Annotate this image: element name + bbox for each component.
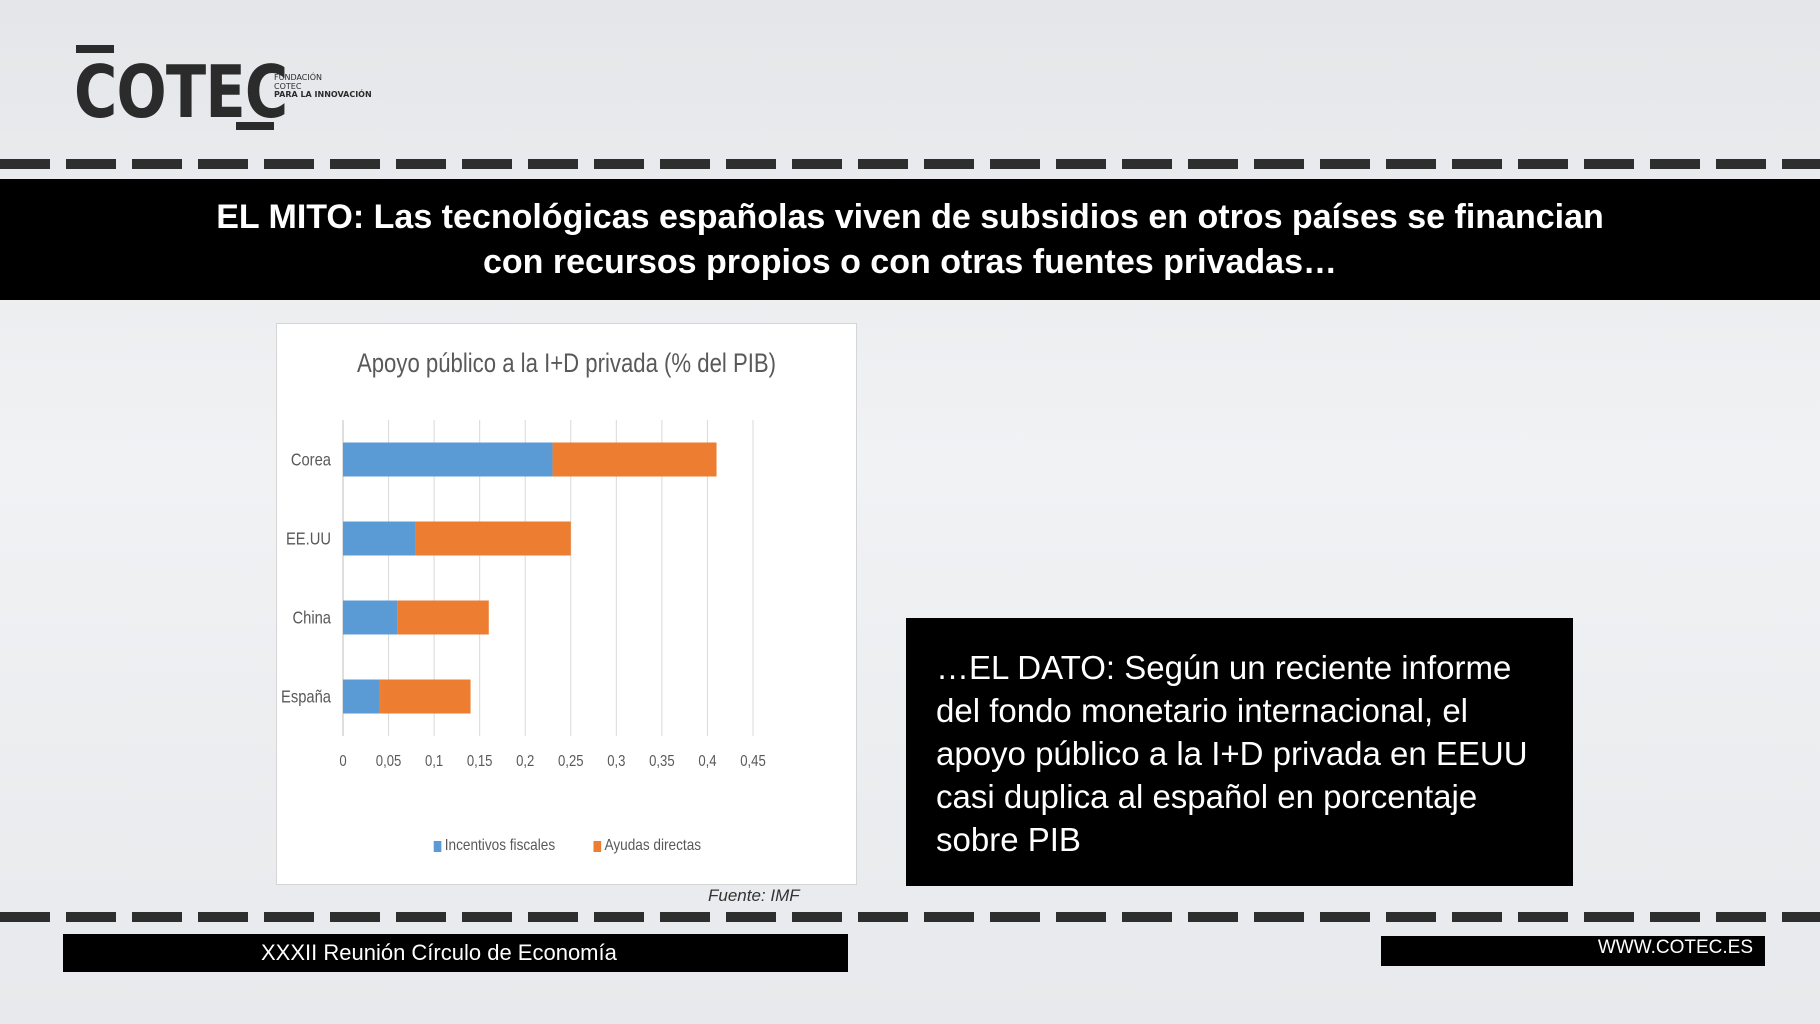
- y-category-label: China: [292, 608, 331, 628]
- legend-swatch-incentivos: [433, 840, 442, 852]
- x-tick-label: 0: [339, 753, 346, 770]
- x-tick-label: 0,1: [425, 753, 443, 770]
- slide-title-line-1: EL MITO: Las tecnológicas españolas vive…: [216, 197, 1604, 236]
- bar-segment: [552, 442, 717, 477]
- y-category-label: España: [281, 687, 332, 707]
- logo-sub-line-2: COTEC: [274, 81, 302, 91]
- bar-segment: [343, 679, 380, 714]
- axis-labels: 0 0,05 0,1 0,15 0,2 0,25 0,3 0,35 0,4 0,45 Corea EE…: [281, 450, 766, 770]
- y-category-label: Corea: [291, 450, 332, 470]
- logo-word: COTEC: [74, 50, 288, 134]
- legend-swatch-ayudas: [593, 840, 601, 852]
- logo-sub-line-3: PARA LA INNOVACIÓN: [274, 90, 372, 99]
- x-tick-label: 0,35: [649, 753, 675, 770]
- bar-chart: 0 0,05 0,1 0,15 0,2 0,25 0,3 0,35 0,4 0,45 Corea EE…: [281, 420, 766, 770]
- fact-text: …EL DATO: Según un reciente informe del …: [936, 649, 1528, 858]
- title-band: EL MITO: Las tecnológicas españolas vive…: [0, 179, 1820, 300]
- bar-segment: [397, 600, 489, 635]
- chart-card: Apoyo público a la I+D privada (% del PI…: [276, 323, 857, 885]
- slide-title: EL MITO: Las tecnológicas españolas vive…: [130, 195, 1690, 285]
- bars: [343, 442, 717, 714]
- x-tick-label: 0,3: [607, 753, 625, 770]
- logo-subtitle: FUNDACIÓN COTEC PARA LA INNOVACIÓN: [274, 73, 372, 100]
- footer-event: XXXII Reunión Círculo de Economía: [63, 934, 848, 972]
- bar-segment: [343, 600, 398, 635]
- x-tick-label: 0,15: [467, 753, 493, 770]
- logo-sub-line-1: FUNDACIÓN: [274, 73, 323, 82]
- slide-title-line-2: con recursos propios o con otras fuentes…: [483, 242, 1337, 281]
- x-tick-label: 0,05: [376, 753, 402, 770]
- bottom-dashed-divider: [0, 912, 1820, 922]
- source-note: Fuente: IMF: [708, 886, 800, 905]
- legend-label-ayudas: Ayudas directas: [604, 837, 701, 854]
- legend-item-incentivos: Incentivos fiscales: [433, 837, 555, 855]
- bar-segment: [379, 679, 471, 714]
- x-tick-label: 0,2: [516, 753, 534, 770]
- top-dashed-divider: [0, 159, 1820, 169]
- chart-title: Apoyo público a la I+D privada (% del PI…: [356, 348, 777, 378]
- legend-item-ayudas: Ayudas directas: [593, 837, 701, 855]
- logo-bar-bottom: [236, 122, 274, 130]
- bar-segment: [415, 521, 571, 556]
- x-tick-label: 0,4: [698, 753, 716, 770]
- x-tick-label: 0,45: [740, 753, 766, 770]
- cotec-logo: COTEC FUNDACIÓN COTEC PARA LA INNOVACIÓN: [74, 42, 394, 137]
- bar-segment: [343, 521, 416, 556]
- legend-label-incentivos: Incentivos fiscales: [444, 837, 555, 854]
- bar-segment: [343, 442, 553, 477]
- y-category-label: EE.UU: [286, 529, 331, 549]
- fact-box: …EL DATO: Según un reciente informe del …: [906, 618, 1573, 886]
- chart-legend: Incentivos fiscales Ayudas directas: [277, 837, 856, 855]
- footer-website[interactable]: WWW.COTEC.ES: [1381, 936, 1765, 966]
- x-tick-label: 0,25: [558, 753, 584, 770]
- logo-bar-top: [76, 45, 114, 53]
